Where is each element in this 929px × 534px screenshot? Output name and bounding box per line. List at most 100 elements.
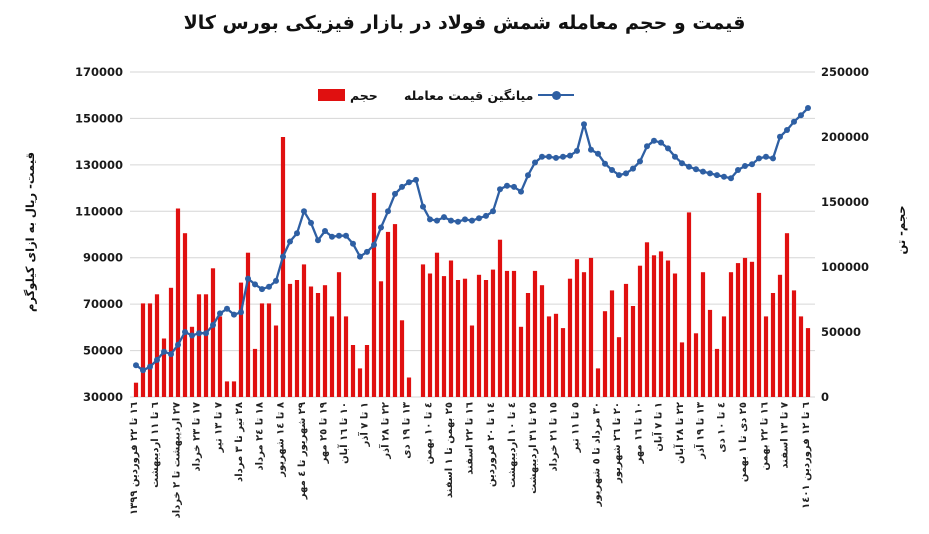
price-point [511, 183, 517, 190]
price-point [777, 133, 783, 140]
price-point [217, 310, 223, 317]
price-point [441, 214, 447, 221]
volume-bar [455, 280, 461, 397]
price-point [560, 153, 566, 160]
price-point [609, 167, 615, 173]
price-point [553, 154, 559, 161]
volume-bar [273, 325, 279, 397]
price-point [140, 367, 146, 374]
volume-bar [490, 269, 496, 397]
price-point [476, 215, 482, 222]
right-tick-label: 0 [821, 390, 829, 404]
price-point [651, 137, 657, 144]
price-point [455, 218, 461, 225]
price-point [161, 348, 167, 355]
price-point [224, 305, 230, 312]
price-point [392, 190, 398, 197]
volume-bar [525, 293, 531, 397]
price-point [280, 253, 286, 260]
volume-bar [763, 316, 769, 397]
volume-bar [462, 278, 468, 397]
legend-item-price[interactable]: میانگین قیمت معامله [404, 87, 575, 103]
volume-bar [518, 326, 524, 397]
left-tick-label: 70000 [83, 297, 123, 311]
price-point [595, 150, 601, 157]
price-point [273, 277, 279, 284]
price-point [308, 219, 314, 226]
volume-bar [315, 293, 321, 397]
price-point [483, 212, 489, 219]
volume-bar [693, 333, 699, 397]
price-point [189, 332, 195, 339]
price-point [665, 145, 671, 152]
price-point [637, 158, 643, 165]
volume-bar [392, 224, 398, 397]
volume-bar [770, 293, 776, 397]
volume-bar [469, 325, 475, 397]
price-point [574, 147, 580, 154]
price-point [728, 175, 734, 182]
volume-bar [623, 283, 629, 397]
volume-bar [791, 290, 797, 397]
price-point [588, 146, 594, 153]
volume-bar [497, 239, 503, 397]
price-point [322, 228, 328, 234]
volume-bar [196, 294, 202, 397]
volume-bar [140, 303, 146, 397]
volume-bar [168, 287, 174, 397]
price-point [770, 155, 776, 162]
volume-bar [658, 251, 664, 397]
price-point [602, 160, 608, 167]
left-tick-label: 150000 [75, 111, 123, 125]
price-point [693, 166, 699, 173]
price-point [616, 172, 622, 179]
volume-bar [784, 233, 790, 397]
legend-volume-label: حجم [350, 87, 378, 103]
price-point [798, 112, 804, 119]
volume-bar [581, 272, 587, 397]
legend-item-volume[interactable]: حجم [318, 87, 378, 103]
volume-bar [154, 294, 160, 397]
volume-bar [602, 311, 608, 397]
left-tick-label: 90000 [83, 251, 123, 265]
volume-bar [385, 231, 391, 397]
volume-bar [308, 286, 314, 397]
volume-bar [483, 280, 489, 397]
volume-bar [147, 303, 153, 397]
volume-bar [742, 257, 748, 397]
price-point [231, 311, 237, 318]
volume-bar [679, 342, 685, 397]
price-point [133, 362, 139, 369]
volume-bar [546, 316, 552, 397]
volume-bar [210, 268, 216, 397]
volume-bar [399, 320, 405, 397]
price-point [525, 172, 531, 179]
price-point [756, 155, 762, 162]
price-point [504, 182, 510, 189]
price-point [259, 286, 265, 293]
volume-bar [651, 255, 657, 397]
volume-bar [259, 303, 265, 397]
volume-bar [357, 368, 363, 397]
right-axis-title: حجم- تن [894, 205, 908, 255]
volume-bar [777, 274, 783, 397]
volume-bar [749, 261, 755, 397]
price-point [518, 188, 524, 195]
price-point [679, 160, 685, 167]
price-point [448, 217, 454, 224]
volume-bar [238, 282, 244, 397]
price-point [343, 232, 349, 239]
volume-bar [245, 252, 251, 397]
price-point [700, 168, 706, 175]
volume-bar [224, 381, 230, 397]
volume-bar [231, 381, 237, 397]
left-axis-title: قیمت- ریال به ازای کیلوگرم [23, 151, 37, 313]
price-point [266, 283, 272, 290]
price-point [406, 179, 412, 186]
price-point [420, 203, 426, 210]
volume-bar [798, 316, 804, 397]
price-point [623, 170, 629, 177]
price-line-marker-icon [538, 90, 575, 100]
volume-bar [756, 192, 762, 397]
